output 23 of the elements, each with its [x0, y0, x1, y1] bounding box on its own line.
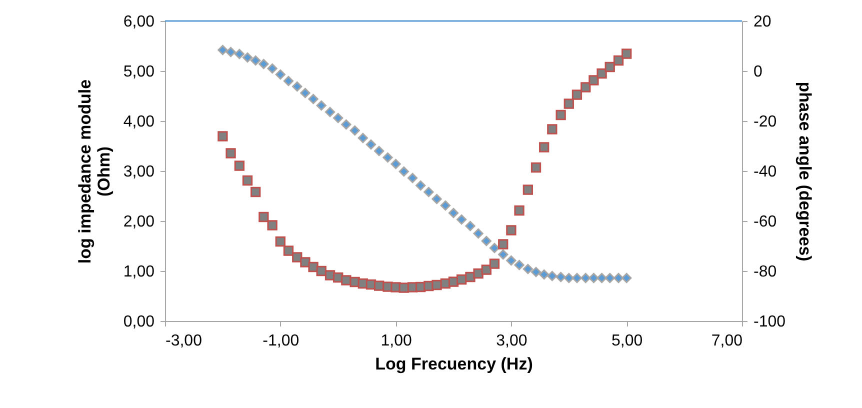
y-tick-label: 6,00: [123, 14, 155, 30]
y-tick-label: 0,00: [123, 314, 155, 330]
y-tick-label: 4,00: [123, 114, 155, 130]
x-tick-label: 7,00: [711, 332, 743, 350]
x-tick-label: 5,00: [612, 332, 643, 350]
y2-tick-label: 20: [754, 14, 772, 30]
x-tick-label: -3,00: [166, 332, 202, 350]
y2-axis-title: phase angle (degrees): [796, 82, 815, 262]
x-tick-label: 3,00: [496, 332, 528, 350]
y2-tick-label: -20: [754, 114, 777, 130]
y-tick-label: 2,00: [123, 214, 155, 230]
y-tick-label: 5,00: [123, 64, 155, 80]
x-tick-label: -1,00: [262, 332, 300, 350]
y2-tick-label: -80: [754, 264, 777, 280]
x-tick-label: 1,00: [380, 332, 412, 350]
y-tick-label: 1,00: [123, 264, 155, 280]
y-axis-title: log impedance module (Ohm): [75, 79, 114, 264]
y2-tick-label: 0: [754, 64, 762, 80]
y2-tick-label: -60: [754, 214, 777, 230]
y2-tick-label: -40: [754, 164, 777, 180]
y2-tick-label: -100: [754, 314, 786, 330]
x-axis-title: Log Frecuency (Hz): [375, 354, 533, 374]
y-tick-label: 3,00: [123, 164, 155, 180]
